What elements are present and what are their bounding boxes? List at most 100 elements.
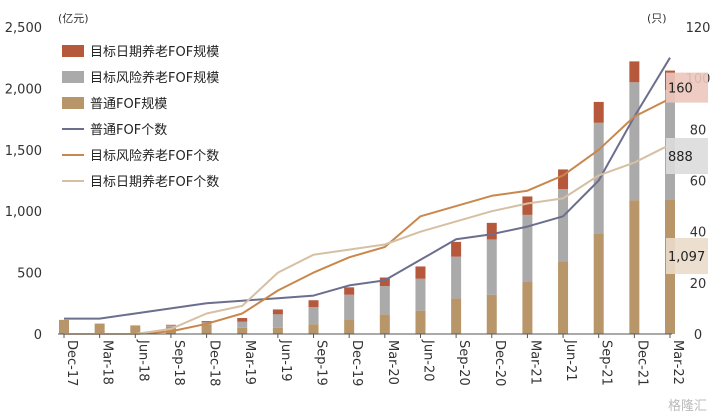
legend-label-0: 目标日期养老FOF规模 [90, 44, 219, 60]
left-axis-unit: (亿元) [58, 12, 89, 25]
legend-swatch-1 [62, 71, 84, 83]
annotation-box-2 [666, 238, 708, 274]
bar-s1-16 [629, 82, 640, 201]
bar-s0-16 [629, 200, 640, 334]
y-left-tick-4: 2,000 [5, 82, 42, 97]
y-right-tick-3: 60 [690, 175, 707, 190]
bar-s2-8 [344, 287, 355, 295]
x-tick-label-12: Dec-20 [492, 340, 507, 386]
bar-s0-13 [522, 281, 533, 334]
bar-s2-11 [451, 241, 462, 257]
axes-layer: 05001,0001,5002,0002,500020406080100120D… [5, 21, 711, 386]
annotation-label-0: 160 [668, 82, 693, 97]
bar-s0-5 [237, 327, 248, 334]
x-tick-label-14: Jun-21 [563, 339, 578, 382]
x-tick-label-0: Dec-17 [64, 340, 79, 386]
bar-s2-7 [308, 300, 319, 307]
bar-s2-16 [629, 61, 640, 83]
bar-s1-13 [522, 214, 533, 282]
bar-s0-7 [308, 324, 319, 334]
bar-s1-3 [165, 325, 176, 327]
legend-label-3: 普通FOF个数 [90, 123, 167, 138]
x-tick-label-6: Jun-19 [278, 339, 293, 382]
y-left-tick-1: 500 [17, 267, 42, 282]
bar-s1-8 [344, 294, 355, 320]
bar-s2-9 [379, 277, 390, 287]
bar-s2-15 [593, 101, 604, 123]
bar-s2-12 [486, 222, 497, 240]
bar-s1-6 [272, 314, 283, 328]
y-left-tick-5: 2,500 [5, 21, 42, 36]
line-series-2 [64, 143, 671, 335]
y-right-tick-4: 80 [690, 123, 707, 138]
bar-s1-9 [379, 286, 390, 315]
x-tick-label-7: Sep-19 [314, 340, 329, 386]
bar-s1-10 [415, 278, 426, 311]
bar-s0-8 [344, 319, 355, 334]
bar-s1-15 [593, 122, 604, 234]
bar-s0-3 [165, 326, 176, 334]
x-tick-label-2: Jun-18 [135, 339, 150, 382]
x-tick-label-13: Mar-21 [527, 340, 542, 385]
bar-s1-11 [451, 256, 462, 299]
bar-s1-12 [486, 239, 497, 295]
x-tick-label-9: Mar-20 [385, 340, 400, 385]
legend-label-2: 普通FOF规模 [90, 97, 167, 112]
bar-s0-15 [593, 233, 604, 334]
x-tick-label-16: Dec-21 [634, 340, 649, 386]
bar-s2-14 [558, 169, 569, 190]
x-tick-label-4: Dec-18 [207, 340, 222, 386]
bar-s2-4 [201, 321, 212, 323]
x-tick-label-15: Sep-21 [599, 340, 614, 386]
x-tick-label-10: Jun-20 [420, 339, 435, 382]
legend-label-1: 目标风险养老FOF规模 [90, 70, 219, 86]
y-left-tick-3: 1,500 [5, 144, 42, 159]
y-left-tick-2: 1,000 [5, 205, 42, 220]
legend: 目标日期养老FOF规模目标风险养老FOF规模普通FOF规模普通FOF个数目标风险… [62, 44, 219, 190]
bar-s0-1 [94, 323, 105, 334]
bar-s1-7 [308, 306, 319, 325]
legend-label-4: 目标风险养老FOF个数 [90, 148, 219, 164]
annotation-box-1 [666, 138, 708, 174]
x-tick-label-1: Mar-18 [100, 340, 115, 385]
bar-s2-10 [415, 266, 426, 279]
watermark: 格隆汇 [668, 398, 707, 414]
x-tick-label-8: Dec-19 [349, 340, 364, 386]
bar-s2-5 [237, 318, 248, 322]
lines-layer [64, 57, 671, 335]
x-tick-label-11: Sep-20 [456, 340, 471, 386]
x-tick-label-17: Mar-22 [670, 340, 685, 385]
bar-s1-14 [558, 189, 569, 262]
bar-s0-0 [59, 319, 69, 334]
bar-s1-5 [237, 321, 248, 328]
legend-swatch-0 [62, 45, 84, 57]
y-right-tick-0: 0 [694, 328, 702, 343]
bar-s2-13 [522, 196, 533, 215]
annotations-layer: 160 888 1,097 [666, 72, 708, 274]
y-left-tick-0: 0 [34, 328, 42, 343]
bar-s0-12 [486, 294, 497, 334]
line-series-1 [64, 97, 671, 335]
bar-s2-6 [272, 309, 283, 315]
bar-s0-14 [558, 261, 569, 334]
bar-s0-11 [451, 298, 462, 334]
legend-swatch-2 [62, 97, 84, 109]
annotation-label-2: 1,097 [668, 250, 705, 265]
annotation-label-1: 888 [668, 150, 693, 165]
bar-s2-3 [165, 324, 176, 326]
x-tick-label-3: Sep-18 [171, 340, 186, 386]
right-axis-unit: (只) [647, 12, 667, 25]
bar-s0-10 [415, 310, 426, 334]
bar-s0-9 [379, 314, 390, 334]
y-right-tick-2: 40 [690, 226, 707, 241]
annotation-box-0 [666, 72, 708, 103]
bar-s0-6 [272, 327, 283, 334]
x-tick-label-5: Mar-19 [242, 340, 257, 385]
legend-label-5: 目标日期养老FOF个数 [90, 174, 219, 190]
line-series-0 [64, 57, 671, 320]
y-right-tick-1: 20 [690, 277, 707, 292]
bar-s0-2 [130, 325, 141, 334]
bar-s0-4 [201, 324, 212, 334]
y-right-tick-6: 120 [686, 21, 711, 36]
